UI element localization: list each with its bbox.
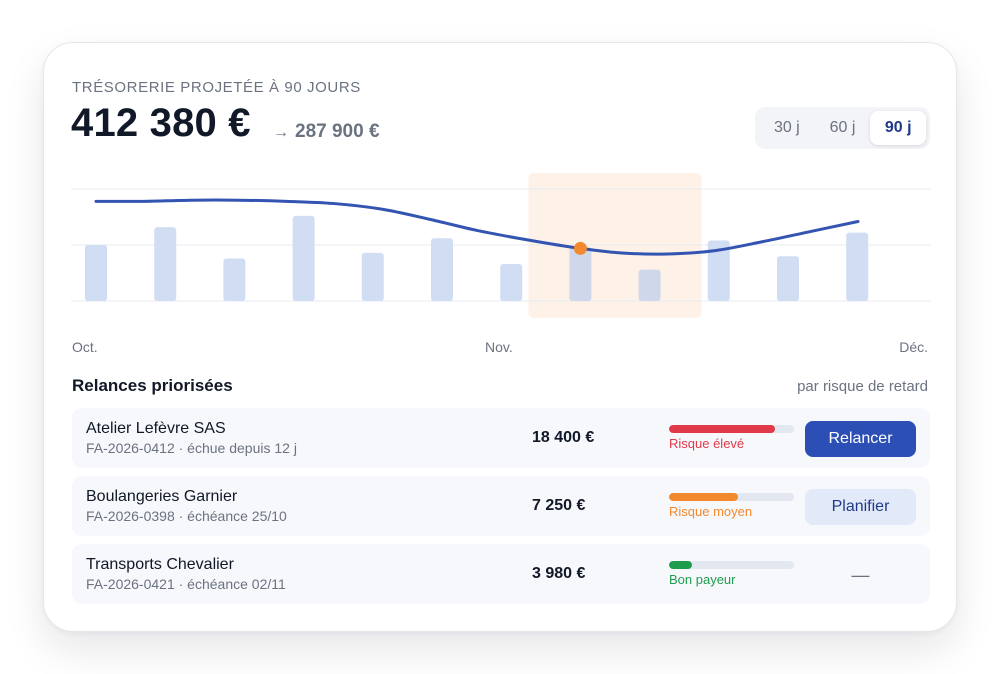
period-90-button[interactable]: 90 j bbox=[870, 111, 927, 145]
risk-bar bbox=[669, 493, 794, 501]
risk-label: Risque moyen bbox=[669, 504, 753, 519]
invoice-ref: FA-2026-0398 · échéance 25/10 bbox=[86, 508, 287, 524]
invoice-amount: 18 400 € bbox=[532, 429, 595, 446]
no-action-indicator: — bbox=[851, 564, 870, 585]
section-title: Relances priorisées bbox=[72, 376, 233, 395]
chart-bar bbox=[431, 238, 453, 301]
risk-label: Risque élevé bbox=[669, 436, 745, 451]
selected-point-marker bbox=[573, 241, 587, 255]
period-selector: 30 j 60 j 90 j bbox=[755, 107, 930, 149]
chart-bar bbox=[223, 258, 246, 301]
arrow-right-icon: → bbox=[273, 124, 289, 141]
invoice-ref: FA-2026-0412 · échue depuis 12 j bbox=[86, 440, 297, 456]
risk-bar bbox=[669, 425, 794, 433]
cashflow-card: TRÉSORERIE PROJETÉE À 90 JOURS 412 380 €… bbox=[43, 42, 957, 632]
chart-bar bbox=[638, 269, 661, 301]
chart-bar bbox=[846, 232, 869, 301]
relancer-button[interactable]: Relancer bbox=[805, 421, 916, 457]
planifier-button[interactable]: Planifier bbox=[805, 489, 916, 525]
client-name: Atelier Lefèvre SAS bbox=[86, 420, 226, 437]
card-eyebrow: TRÉSORERIE PROJETÉE À 90 JOURS bbox=[72, 79, 361, 96]
chart-bar bbox=[154, 227, 177, 301]
x-label-oct: Oct. bbox=[72, 339, 98, 355]
cashflow-line bbox=[94, 198, 860, 256]
risk-bar-fill bbox=[669, 561, 692, 569]
invoice-row: Atelier Lefèvre SAS FA-2026-0412 · échue… bbox=[72, 408, 930, 468]
risk-bar bbox=[669, 561, 794, 569]
chart-bar bbox=[85, 245, 107, 301]
invoice-amount: 3 980 € bbox=[532, 565, 586, 582]
section-subtitle: par risque de retard bbox=[797, 378, 928, 395]
risk-label: Bon payeur bbox=[669, 572, 736, 587]
client-name: Boulangeries Garnier bbox=[86, 488, 238, 505]
period-30-button[interactable]: 30 j bbox=[773, 119, 800, 136]
projected-balance: → 287 900 € bbox=[273, 121, 380, 143]
chart-bar bbox=[361, 252, 384, 301]
chart-bar bbox=[707, 240, 730, 301]
projected-amount: 287 900 € bbox=[295, 121, 380, 142]
risk-bar-fill bbox=[669, 425, 776, 433]
current-balance: 412 380 € bbox=[71, 101, 251, 145]
invoice-row: Boulangeries Garnier FA-2026-0398 · éché… bbox=[72, 476, 930, 536]
x-label-nov: Nov. bbox=[485, 339, 513, 355]
x-label-dec: Déc. bbox=[899, 339, 928, 355]
chart-bar bbox=[292, 215, 315, 301]
invoice-row: Transports Chevalier FA-2026-0421 · éché… bbox=[72, 544, 930, 604]
period-60-button[interactable]: 60 j bbox=[829, 119, 856, 136]
chart-bar bbox=[777, 256, 799, 301]
invoice-amount: 7 250 € bbox=[532, 497, 586, 514]
chart-bar bbox=[569, 247, 592, 301]
chart-bar bbox=[500, 264, 523, 301]
risk-bar-fill bbox=[669, 493, 738, 501]
client-name: Transports Chevalier bbox=[86, 556, 234, 573]
invoice-ref: FA-2026-0421 · échéance 02/11 bbox=[86, 576, 286, 592]
cashflow-chart bbox=[71, 173, 931, 318]
